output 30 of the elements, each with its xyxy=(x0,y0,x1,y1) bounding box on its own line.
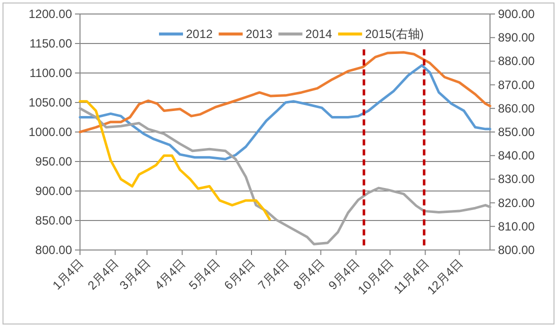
y-tick-label: 900.00 xyxy=(35,184,72,198)
y-tick-label: 950.00 xyxy=(35,154,72,168)
y-tick-label: 1050.00 xyxy=(28,96,72,110)
y2-tick-label: 810.00 xyxy=(498,219,536,234)
y-tick-label: 800.00 xyxy=(35,243,72,257)
y2-tick-label: 830.00 xyxy=(498,172,536,186)
y-tick-label: 1150.00 xyxy=(30,36,72,50)
x-tick-label: 5月4日 xyxy=(186,256,222,293)
y2-tick-label: 850.00 xyxy=(498,125,536,139)
y2-tick-label: 840.00 xyxy=(498,148,536,163)
y2-tick-label: 880.00 xyxy=(498,54,536,68)
y2-tick-label: 890.00 xyxy=(498,30,536,45)
y2-tick-label: 870.00 xyxy=(498,78,536,92)
legend-label: 2015(右轴) xyxy=(365,27,424,41)
x-tick-label: 7月4日 xyxy=(255,256,292,293)
y-tick-label: 1200.00 xyxy=(28,7,72,21)
legend-label: 2013 xyxy=(246,27,273,41)
x-tick-label: 8月4日 xyxy=(290,256,327,293)
x-tick-label: 6月4日 xyxy=(221,256,258,293)
y2-tick-label: 820.00 xyxy=(498,196,536,210)
y2-tick-label: 900.00 xyxy=(498,7,536,21)
legend-label: 2012 xyxy=(186,27,214,41)
y-tick-label: 1000.00 xyxy=(28,125,72,139)
y-tick-label: 850.00 xyxy=(35,214,72,228)
y-tick-label: 1100.00 xyxy=(30,66,72,80)
y2-tick-label: 860.00 xyxy=(498,101,536,116)
legend-label: 2014 xyxy=(305,27,332,41)
x-tick-label: 4月4日 xyxy=(152,256,188,293)
y2-tick-label: 800.00 xyxy=(498,243,536,257)
x-tick-label: 1月4日 xyxy=(50,256,86,293)
